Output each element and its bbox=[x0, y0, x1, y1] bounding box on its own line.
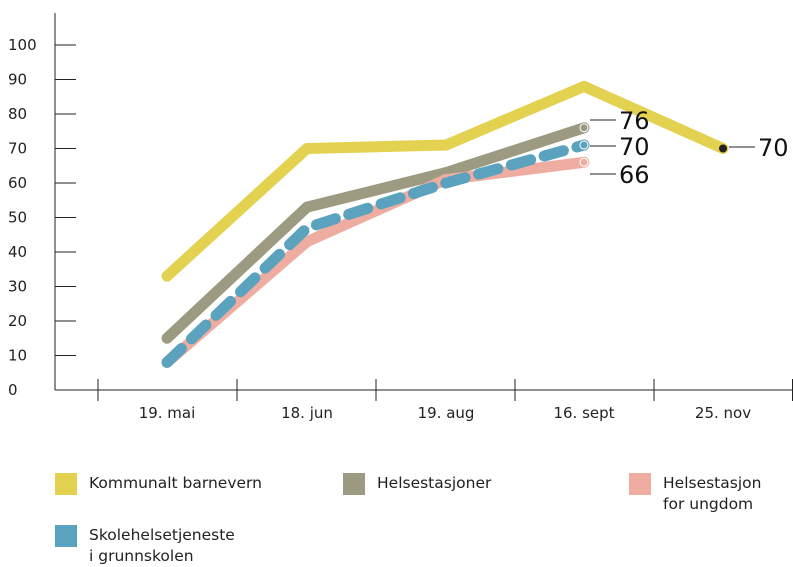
y-tick-label: 30 bbox=[8, 278, 27, 296]
y-tick-label: 80 bbox=[8, 105, 27, 123]
end-marker bbox=[579, 157, 589, 167]
legend-item-helsestasjon-for-ungdom: Helsestasjon for ungdom bbox=[629, 473, 761, 515]
legend-swatch bbox=[343, 473, 365, 495]
y-tick-label: 0 bbox=[8, 381, 18, 399]
axes: 0 10 20 30 40 50 60 70 80 90 100 19. mai 18. jun 19. … bbox=[8, 13, 793, 422]
legend-label: Helsestasjon for ungdom bbox=[663, 474, 762, 513]
end-value-label: 70 bbox=[619, 133, 650, 161]
end-value-label: 76 bbox=[619, 107, 650, 135]
y-tick-label: 10 bbox=[8, 347, 27, 365]
legend-swatch bbox=[55, 473, 77, 495]
end-value-label: 66 bbox=[619, 161, 650, 189]
y-tick-label: 100 bbox=[8, 36, 37, 54]
x-tick-label: 19. aug bbox=[418, 404, 475, 422]
y-tick-label: 50 bbox=[8, 209, 27, 227]
series-line-helsestasjon bbox=[161, 156, 590, 368]
end-value-label: 70 bbox=[758, 134, 789, 162]
x-tick-label: 18. jun bbox=[281, 404, 333, 422]
legend-label: Kommunalt barnevern bbox=[89, 474, 262, 492]
y-tick-label: 70 bbox=[8, 140, 27, 158]
x-tick-label: 16. sept bbox=[553, 404, 614, 422]
end-marker bbox=[579, 140, 589, 150]
legend-swatch bbox=[629, 473, 651, 495]
y-tick-label: 40 bbox=[8, 243, 27, 261]
series-line-skolehelsetjeneste bbox=[161, 139, 590, 368]
legend-item-skolehelsetjeneste: Skolehelsetjeneste i grunnskolen bbox=[55, 525, 235, 567]
end-marker bbox=[579, 123, 589, 133]
x-tick-label: 25. nov bbox=[695, 404, 751, 422]
end-marker bbox=[719, 144, 727, 153]
y-tick-label: 90 bbox=[8, 71, 27, 89]
legend-item-kommunalt-barnevern: Kommunalt barnevern bbox=[55, 473, 262, 495]
legend-item-helsestasjoner: Helsestasjoner bbox=[343, 473, 491, 495]
x-tick-label: 19. mai bbox=[139, 404, 196, 422]
legend-swatch bbox=[55, 525, 77, 547]
series-line-kommunalt-barnevern bbox=[161, 80, 729, 282]
legend-label: Skolehelsetjeneste i grunnskolen bbox=[89, 526, 235, 565]
line-chart: 0 10 20 30 40 50 60 70 80 90 100 19. mai 18. jun 19. … bbox=[8, 13, 793, 422]
y-tick-label: 20 bbox=[8, 312, 27, 330]
series-lines bbox=[161, 80, 729, 368]
y-tick-label: 60 bbox=[8, 174, 27, 192]
series-line-helsestasjoner bbox=[161, 122, 590, 344]
legend-label: Helsestasjoner bbox=[377, 474, 492, 492]
